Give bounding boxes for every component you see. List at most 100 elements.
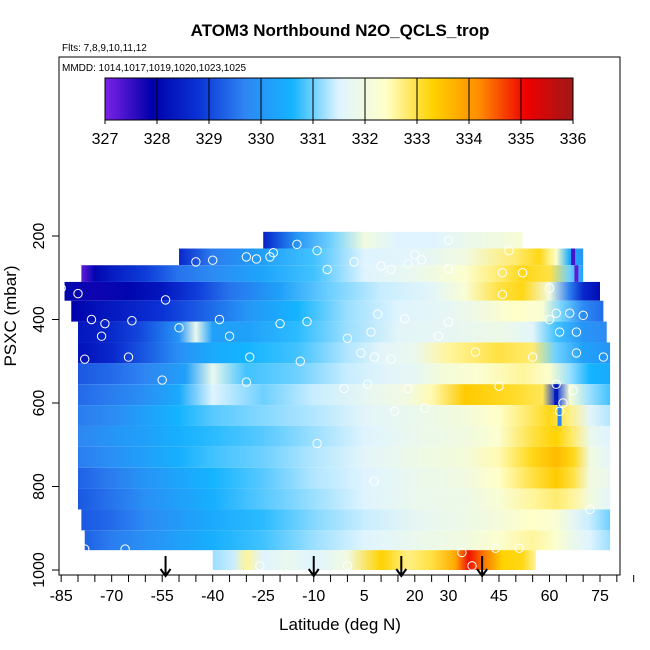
sample-point (312, 438, 322, 449)
heatmap-layer (78, 467, 611, 489)
sample-point (295, 356, 305, 366)
sample-point (127, 316, 137, 326)
y-tick-label: 800 (31, 473, 48, 500)
sample-point (467, 561, 477, 571)
sample-point (373, 309, 383, 319)
sample-point (544, 283, 555, 293)
sample-point (514, 543, 524, 553)
y-tick-label: 400 (31, 306, 48, 333)
colorbar: 327 328 329 330 331 332 333 334 335 336 (92, 77, 587, 148)
sample-point (494, 381, 504, 391)
sample-point (490, 543, 501, 553)
colorbar-tick-label: 335 (508, 131, 535, 148)
sample-point (312, 245, 322, 256)
sample-point (410, 250, 420, 260)
x-axis-label: Latitude (deg N) (279, 615, 401, 634)
x-tick-label: -10 (302, 588, 325, 605)
sample-point (558, 398, 568, 408)
colorbar-tick-label: 331 (300, 131, 327, 148)
sample-point (80, 544, 90, 554)
x-axis: -85 -70 -55 -40 -25 -10 5 20 30 45 60 75 (50, 575, 635, 605)
heatmap-layer (81, 265, 584, 282)
sample-point (302, 316, 312, 327)
sample-point (174, 323, 184, 333)
sample-point (443, 263, 454, 274)
x-tick-label: 60 (541, 588, 559, 605)
sample-point (420, 403, 430, 413)
y-tick-label: 200 (31, 223, 48, 250)
sample-point (568, 385, 578, 396)
colorbar-gradient (104, 77, 574, 121)
sample-point (100, 318, 110, 329)
sample-point (564, 308, 575, 318)
x-tick-label: 45 (490, 588, 508, 605)
x-tick-label: 75 (591, 588, 609, 605)
y-tick-label: 600 (31, 390, 48, 417)
heatmap-speck (574, 265, 579, 282)
sample-point (123, 352, 134, 362)
plot-frame (58, 56, 621, 576)
sample-point (160, 295, 171, 305)
heatmap-layer (78, 384, 611, 406)
sample-point (457, 547, 467, 558)
sample-point (342, 333, 353, 343)
heatmap-layer (84, 530, 611, 551)
sample-point (245, 352, 255, 362)
sample-point (598, 352, 609, 362)
sample-point (497, 289, 508, 300)
heatmap-layer (78, 405, 611, 426)
sample-point (554, 327, 565, 337)
sample-point (551, 379, 561, 389)
colorbar-tick-label: 336 (560, 131, 587, 148)
sample-point (73, 288, 83, 299)
sample-points (56, 235, 609, 571)
sample-point (386, 264, 396, 275)
sample-point (80, 354, 90, 364)
sample-point (255, 561, 265, 571)
sample-point (585, 504, 595, 515)
colorbar-tick-label: 333 (404, 131, 431, 148)
heatmap-layer (78, 425, 611, 447)
sample-point (56, 283, 66, 293)
sample-point (86, 314, 97, 325)
colorbar-tick-label: 332 (352, 131, 379, 148)
heatmap-layer (78, 321, 607, 343)
colorbar-tick-label: 329 (196, 131, 223, 148)
y-axis: 200 400 600 800 1000 (31, 223, 59, 588)
x-tick-label: -40 (201, 588, 224, 605)
sample-point (386, 354, 396, 364)
sample-point (399, 313, 410, 324)
sample-point (208, 255, 218, 265)
x-tick-label: 30 (440, 588, 458, 605)
x-tick-label: 20 (406, 588, 424, 605)
sample-point (433, 331, 444, 341)
sample-point (554, 406, 565, 417)
sample-point (362, 379, 373, 389)
sample-point (443, 235, 454, 245)
heatmap-layer (263, 231, 523, 249)
sample-point (551, 308, 561, 318)
profile-markers (159, 556, 488, 578)
sample-point (214, 314, 225, 325)
sample-point (120, 544, 130, 554)
sample-point (403, 383, 413, 394)
colorbar-tick-label: 328 (144, 131, 171, 148)
sample-point (571, 327, 582, 337)
y-tick-label: 1000 (31, 552, 48, 588)
sample-point (191, 257, 201, 267)
x-tick-label: -70 (100, 588, 123, 605)
sample-point (322, 264, 332, 275)
x-tick-label: -85 (50, 588, 73, 605)
sample-point (292, 239, 302, 250)
heatmap-speck (554, 384, 559, 406)
sample-point (497, 268, 508, 278)
sample-point (366, 327, 376, 337)
x-tick-label: 5 (360, 588, 369, 605)
sample-point (224, 331, 235, 341)
sample-point (544, 314, 555, 325)
sample-point (349, 257, 359, 267)
heatmap-layer (78, 446, 611, 468)
flights-label: Flts: 7,8,9,10,11,12 (62, 43, 147, 54)
heatmap-speck (571, 248, 576, 266)
